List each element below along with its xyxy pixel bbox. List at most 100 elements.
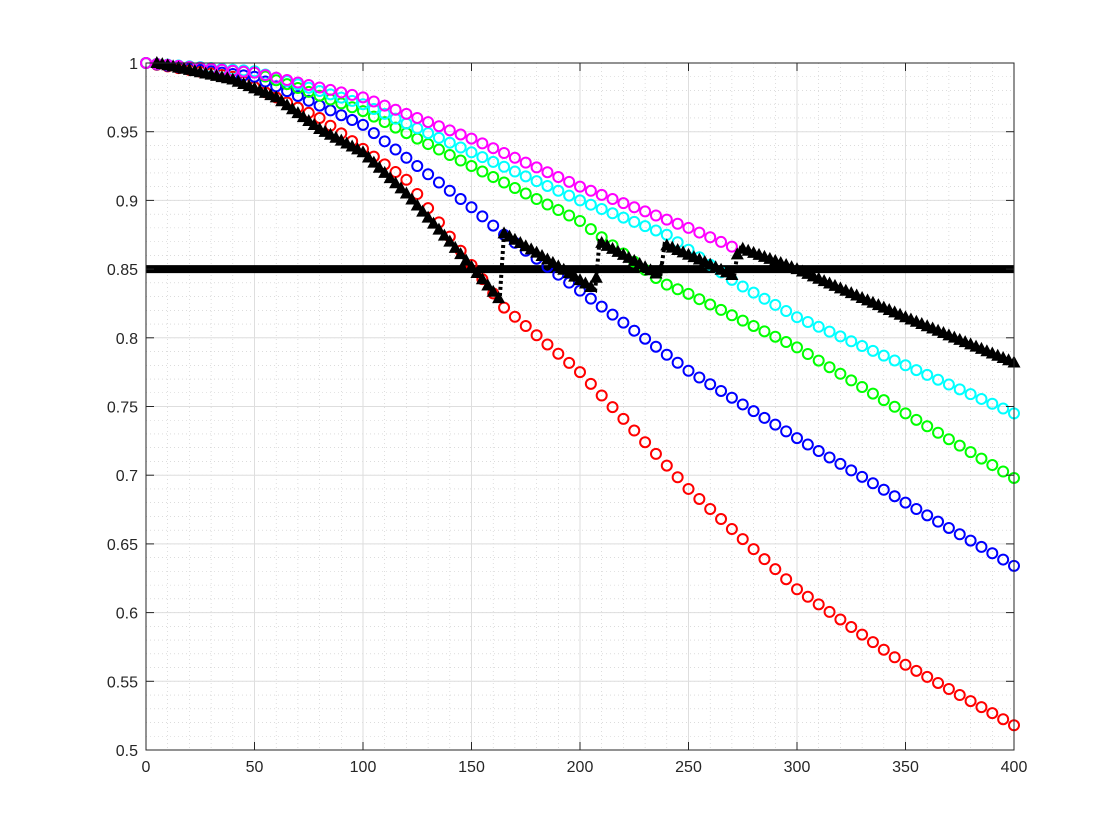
circle-marker (606, 193, 619, 206)
x-tick-label: 50 (246, 759, 264, 776)
x-tick-label: 100 (350, 759, 377, 776)
triangle-marker (361, 150, 375, 163)
circle-marker (921, 420, 934, 433)
circle-marker (660, 278, 673, 291)
y-tick-label: 0.55 (107, 674, 138, 691)
triangle-marker (486, 284, 500, 297)
circle-marker (367, 103, 380, 116)
y-tick-label: 0.8 (116, 331, 138, 348)
y-tick-label: 0.7 (116, 468, 138, 485)
x-tick-label: 300 (784, 759, 811, 776)
circle-marker (508, 182, 521, 195)
circle-marker (791, 583, 803, 596)
circle-marker (888, 651, 901, 664)
circle-marker (476, 210, 489, 223)
circle-marker (519, 170, 532, 183)
circle-marker (584, 198, 597, 211)
circle-marker (877, 483, 890, 496)
triangle-marker (421, 210, 435, 223)
circle-marker (541, 338, 554, 351)
triangle-marker (454, 247, 468, 260)
circle-marker (725, 309, 738, 322)
circle-marker (346, 94, 359, 107)
circle-marker (454, 141, 467, 154)
circle-marker (845, 374, 858, 387)
circle-marker (856, 470, 869, 483)
circle-marker (975, 701, 988, 714)
circle-marker (704, 378, 717, 391)
circle-marker (769, 563, 782, 576)
circle-marker (780, 573, 793, 586)
circle-marker (530, 175, 543, 188)
triangle-marker (437, 228, 451, 241)
circle-marker (595, 188, 608, 201)
triangle-marker (427, 216, 441, 229)
circle-marker (997, 553, 1010, 566)
circle-marker (606, 401, 619, 414)
triangle-marker (383, 171, 397, 184)
circle-marker (552, 347, 565, 360)
circle-marker (584, 223, 597, 236)
circle-marker (335, 86, 348, 99)
circle-marker (997, 713, 1010, 726)
circle-marker (693, 371, 706, 384)
circle-marker (877, 349, 890, 362)
circle-marker (639, 332, 652, 345)
circle-marker (791, 341, 803, 354)
circle-marker (541, 179, 554, 192)
circle-marker (899, 407, 912, 420)
circle-marker (747, 543, 760, 556)
circle-marker (715, 513, 728, 526)
circle-marker (866, 477, 879, 490)
circle-marker (986, 459, 999, 472)
circle-marker (812, 320, 825, 333)
circle-marker (899, 496, 912, 509)
circle-marker (747, 286, 760, 299)
circle-marker (791, 311, 803, 324)
circle-marker (563, 356, 576, 369)
circle-marker (498, 160, 511, 173)
y-tick-label: 0.85 (107, 262, 138, 279)
circle-marker (443, 124, 456, 137)
circle-marker (801, 590, 814, 603)
y-tick-label: 0.75 (107, 400, 138, 417)
circle-marker (400, 173, 413, 186)
circle-marker (780, 305, 793, 318)
circle-marker (682, 482, 695, 495)
circle-marker (595, 389, 608, 402)
circle-marker (953, 528, 966, 541)
circle-marker (389, 103, 402, 116)
circle-marker (758, 325, 771, 338)
circle-marker (921, 509, 934, 522)
circle-marker (617, 197, 630, 210)
circle-marker (639, 205, 652, 218)
circle-marker (866, 344, 879, 357)
y-tick-label: 0.5 (116, 743, 138, 760)
circle-marker (964, 446, 977, 459)
circle-marker (389, 112, 402, 125)
circle-marker (595, 300, 608, 313)
circle-marker (574, 284, 586, 297)
circle-marker (866, 387, 879, 400)
y-tick-label: 0.65 (107, 537, 138, 554)
circle-marker (660, 459, 673, 472)
circle-marker (574, 215, 586, 228)
circle-marker (693, 226, 706, 239)
circle-marker (736, 314, 749, 327)
triangle-marker (459, 253, 473, 266)
circle-marker (378, 99, 391, 112)
y-tick-label: 0.6 (116, 606, 138, 623)
circle-marker (693, 293, 706, 306)
circle-marker (758, 292, 771, 305)
circle-marker (411, 111, 424, 124)
circle-marker (628, 324, 641, 337)
circle-marker (465, 160, 478, 173)
circle-marker (736, 280, 749, 293)
circle-marker (660, 348, 673, 361)
circle-marker (530, 161, 543, 174)
circle-marker (953, 689, 966, 702)
circle-marker (932, 676, 945, 689)
circle-marker (508, 165, 521, 178)
circle-marker (508, 310, 521, 323)
